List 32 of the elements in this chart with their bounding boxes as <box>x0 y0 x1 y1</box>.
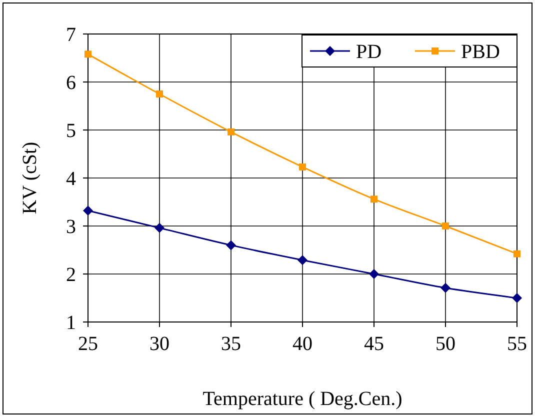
x-tick-label: 55 <box>507 333 527 355</box>
y-axis-title: KV (cSt) <box>19 142 41 214</box>
y-tick-label: 2 <box>66 264 76 286</box>
x-tick-label: 25 <box>78 333 98 355</box>
y-tick-label: 4 <box>66 168 76 190</box>
point <box>514 250 520 258</box>
point <box>154 222 164 233</box>
point <box>84 50 92 58</box>
x-axis-title: Temperature ( Deg.Cen.) <box>202 388 402 410</box>
point <box>228 128 234 136</box>
x-tick-label: 50 <box>436 333 456 355</box>
y-tick-label: 1 <box>66 312 76 334</box>
point <box>370 196 378 203</box>
x-tick-label: 35 <box>221 333 241 355</box>
point <box>512 293 522 303</box>
y-tick-label: 5 <box>66 120 76 142</box>
point <box>442 222 449 230</box>
point <box>83 206 93 216</box>
y-tick-label: 6 <box>66 72 76 94</box>
point <box>226 240 236 250</box>
x-tick-label: 30 <box>150 333 170 355</box>
y-tick-label: 3 <box>66 216 76 238</box>
x-tick-label: 40 <box>292 333 312 355</box>
point <box>440 282 450 293</box>
legend-label: PBD <box>461 41 500 63</box>
y-tick-label: 7 <box>66 24 76 46</box>
x-tick-label: 45 <box>364 333 384 355</box>
point <box>156 90 163 98</box>
point <box>299 163 306 170</box>
point <box>369 269 379 279</box>
point <box>298 255 308 266</box>
legend-label: PD <box>356 41 382 63</box>
